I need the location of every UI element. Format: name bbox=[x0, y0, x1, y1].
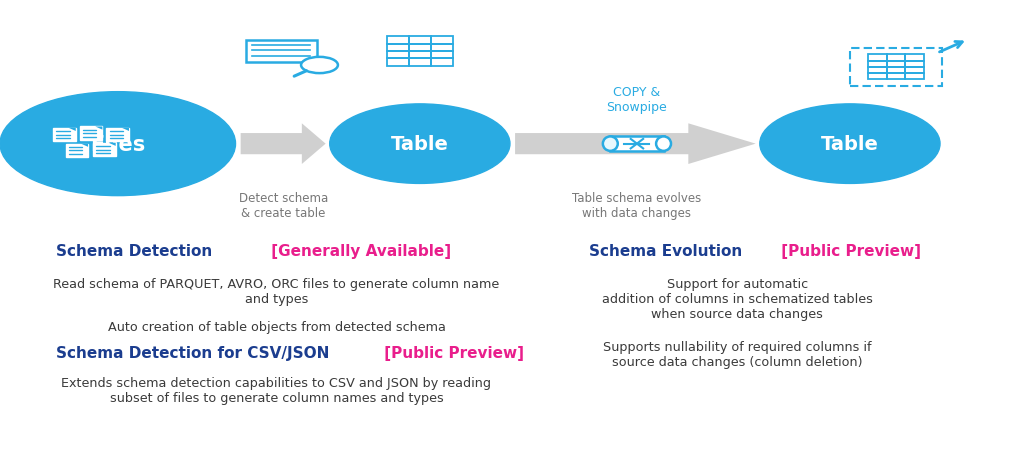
Bar bbox=[409, 59, 431, 66]
Bar bbox=[66, 144, 88, 158]
Bar bbox=[246, 41, 317, 63]
Bar bbox=[106, 129, 129, 142]
Bar bbox=[386, 59, 409, 66]
Bar bbox=[409, 52, 431, 59]
Text: Supports nullability of required columns if
source data changes (column deletion: Supports nullability of required columns… bbox=[603, 341, 871, 368]
Bar bbox=[386, 52, 409, 59]
Bar bbox=[93, 143, 116, 157]
Bar bbox=[850, 49, 942, 87]
Bar bbox=[887, 55, 905, 61]
Polygon shape bbox=[122, 129, 129, 132]
Bar bbox=[868, 55, 887, 61]
Text: Auto creation of table objects from detected schema: Auto creation of table objects from dete… bbox=[108, 320, 445, 333]
Ellipse shape bbox=[603, 137, 617, 152]
Text: Table: Table bbox=[391, 135, 449, 154]
Circle shape bbox=[330, 105, 510, 184]
Bar bbox=[610, 137, 664, 152]
Bar bbox=[868, 61, 887, 68]
Text: Support for automatic
addition of columns in schematized tables
when source data: Support for automatic addition of column… bbox=[602, 277, 872, 320]
Bar bbox=[386, 37, 409, 45]
Text: Read schema of PARQUET, AVRO, ORC files to generate column name
and types: Read schema of PARQUET, AVRO, ORC files … bbox=[53, 277, 500, 305]
Text: Extends schema detection capabilities to CSV and JSON by reading
subset of files: Extends schema detection capabilities to… bbox=[61, 377, 492, 405]
Bar bbox=[80, 127, 102, 141]
Text: [Public Preview]: [Public Preview] bbox=[776, 244, 922, 258]
Bar bbox=[868, 68, 887, 74]
Polygon shape bbox=[515, 124, 756, 165]
Circle shape bbox=[0, 92, 236, 196]
Circle shape bbox=[301, 58, 338, 74]
Bar bbox=[905, 68, 924, 74]
Bar bbox=[431, 37, 453, 45]
Text: Schema Detection: Schema Detection bbox=[56, 244, 213, 258]
Text: Table schema evolves
with data changes: Table schema evolves with data changes bbox=[572, 192, 701, 220]
Bar bbox=[905, 55, 924, 61]
Text: COPY &
Snowpipe: COPY & Snowpipe bbox=[606, 86, 668, 114]
Bar bbox=[431, 52, 453, 59]
Bar bbox=[887, 74, 905, 80]
Polygon shape bbox=[95, 127, 102, 130]
Text: Schema Evolution: Schema Evolution bbox=[589, 244, 742, 258]
Polygon shape bbox=[241, 124, 326, 165]
Bar bbox=[409, 45, 431, 52]
Bar bbox=[905, 61, 924, 68]
Text: Schema Detection for CSV/JSON: Schema Detection for CSV/JSON bbox=[56, 345, 330, 360]
Bar bbox=[887, 61, 905, 68]
Text: Detect schema
& create table: Detect schema & create table bbox=[239, 192, 329, 220]
Polygon shape bbox=[109, 143, 116, 147]
Ellipse shape bbox=[656, 137, 671, 152]
Bar bbox=[53, 129, 76, 142]
Bar bbox=[386, 45, 409, 52]
Bar bbox=[431, 59, 453, 66]
Polygon shape bbox=[81, 144, 88, 147]
Text: [Public Preview]: [Public Preview] bbox=[379, 345, 524, 360]
Bar bbox=[409, 37, 431, 45]
Bar bbox=[868, 74, 887, 80]
Circle shape bbox=[760, 105, 940, 184]
Text: [Generally Available]: [Generally Available] bbox=[266, 244, 452, 258]
Bar bbox=[887, 68, 905, 74]
Bar bbox=[905, 74, 924, 80]
Bar bbox=[431, 45, 453, 52]
Polygon shape bbox=[69, 129, 76, 132]
Text: Table: Table bbox=[821, 135, 879, 154]
Text: Files: Files bbox=[90, 134, 145, 154]
